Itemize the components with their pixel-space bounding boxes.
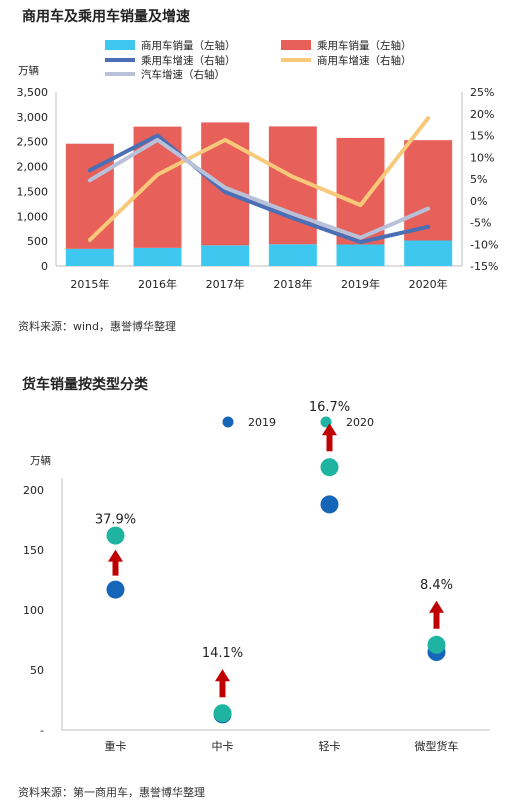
y2-tick-label: -10% [470,238,498,251]
growth-label: 14.1% [202,646,243,661]
legend-label-2: 乘用车增速（右轴） [141,54,236,67]
dot-2019 [320,495,339,514]
y-tick-label: 2,500 [17,136,49,149]
line-commercial-growth [87,116,431,242]
y-tick-label: 150 [23,544,44,557]
y-tick-label: 1,000 [17,210,49,223]
growth-arrow [322,423,337,452]
bar-commercial [133,247,182,266]
chart2-source: 资料来源：第一商用车，惠誉博华整理 [18,786,205,799]
bar-commercial [201,245,250,266]
bar-passenger [336,137,385,245]
growth-label: 16.7% [309,400,350,415]
y-axis-unit: 万辆 [30,454,51,467]
growth-arrow [108,549,123,576]
chart1-source: 资料来源：wind，惠誉博华整理 [18,320,177,333]
x-tick-label: 2017年 [206,277,245,291]
bar-passenger [201,122,250,246]
y-tick-label: 2,000 [17,161,49,174]
y2-tick-label: -5% [470,217,491,230]
bar-commercial [336,244,385,266]
growth-label: 37.9% [95,513,136,528]
legend-marker-2019 [222,416,234,428]
legend-label-2020: 2020 [346,416,374,429]
line-auto-growth [87,137,431,240]
growth-label: 8.4% [420,578,453,593]
y-tick-label: 50 [30,664,44,677]
sales-growth-chart: 商用车销量（左轴） 乘用车销量（左轴） 乘用车增速（右轴） 商用车增速（右轴） 汽车增速… [17,39,499,291]
bar-commercial [404,240,453,266]
dot-2020 [213,704,232,723]
y-tick-label: 100 [23,604,44,617]
y2-tick-label: 25% [470,86,494,99]
chart2-title: 货车销量按类型分类 [22,377,148,393]
y-tick-label: 200 [23,484,44,497]
bar-passenger [404,140,453,241]
x-tick-label: 2019年 [341,277,380,291]
dot-2019 [106,580,125,599]
line-passenger-growth [87,133,431,245]
y-tick-label: 0 [41,260,48,273]
legend-swatch-1 [281,40,311,50]
truck-sales-chart: 2019 2020 万辆 - 50 100 150 200 37.9% 重卡 14.1% 中卡 16.7… [23,400,490,753]
growth-arrow [215,669,230,698]
bar-commercial [268,244,317,266]
x-tick-label: 轻卡 [319,739,341,753]
x-tick-label: 重卡 [105,739,127,753]
y-tick-label: 3,500 [17,86,49,99]
x-tick-label: 2015年 [70,277,109,291]
y-axis-unit: 万辆 [18,64,39,77]
bar-commercial [65,248,114,266]
dot-2020 [106,526,125,545]
legend-label-0: 商用车销量（左轴） [141,39,236,52]
dot-2020 [427,635,446,654]
y-tick-label: 3,000 [17,111,49,124]
legend-label-2019: 2019 [248,416,276,429]
dot-2020 [320,458,339,477]
legend-label-1: 乘用车销量（左轴） [317,39,412,52]
y2-tick-label: 15% [470,130,494,143]
x-tick-label: 2016年 [138,277,177,291]
y2-tick-label: 0% [470,195,487,208]
chart1-title: 商用车及乘用车销量及增速 [22,9,190,25]
y2-tick-label: -15% [470,260,498,273]
y-tick-label: 500 [27,235,48,248]
y-tick-label: 1,500 [17,185,49,198]
y-tick-label: - [40,724,44,737]
x-tick-label: 微型货车 [415,739,459,753]
growth-arrow [429,600,444,629]
x-tick-label: 2020年 [409,277,448,291]
x-tick-label: 2018年 [273,277,312,291]
y2-tick-label: 10% [470,151,494,164]
legend-label-3: 商用车增速（右轴） [317,54,412,67]
legend-swatch-0 [105,40,135,50]
y2-tick-label: 20% [470,108,494,121]
y2-tick-label: 5% [470,173,487,186]
x-tick-label: 中卡 [212,740,234,753]
legend-label-4: 汽车增速（右轴） [141,68,225,81]
